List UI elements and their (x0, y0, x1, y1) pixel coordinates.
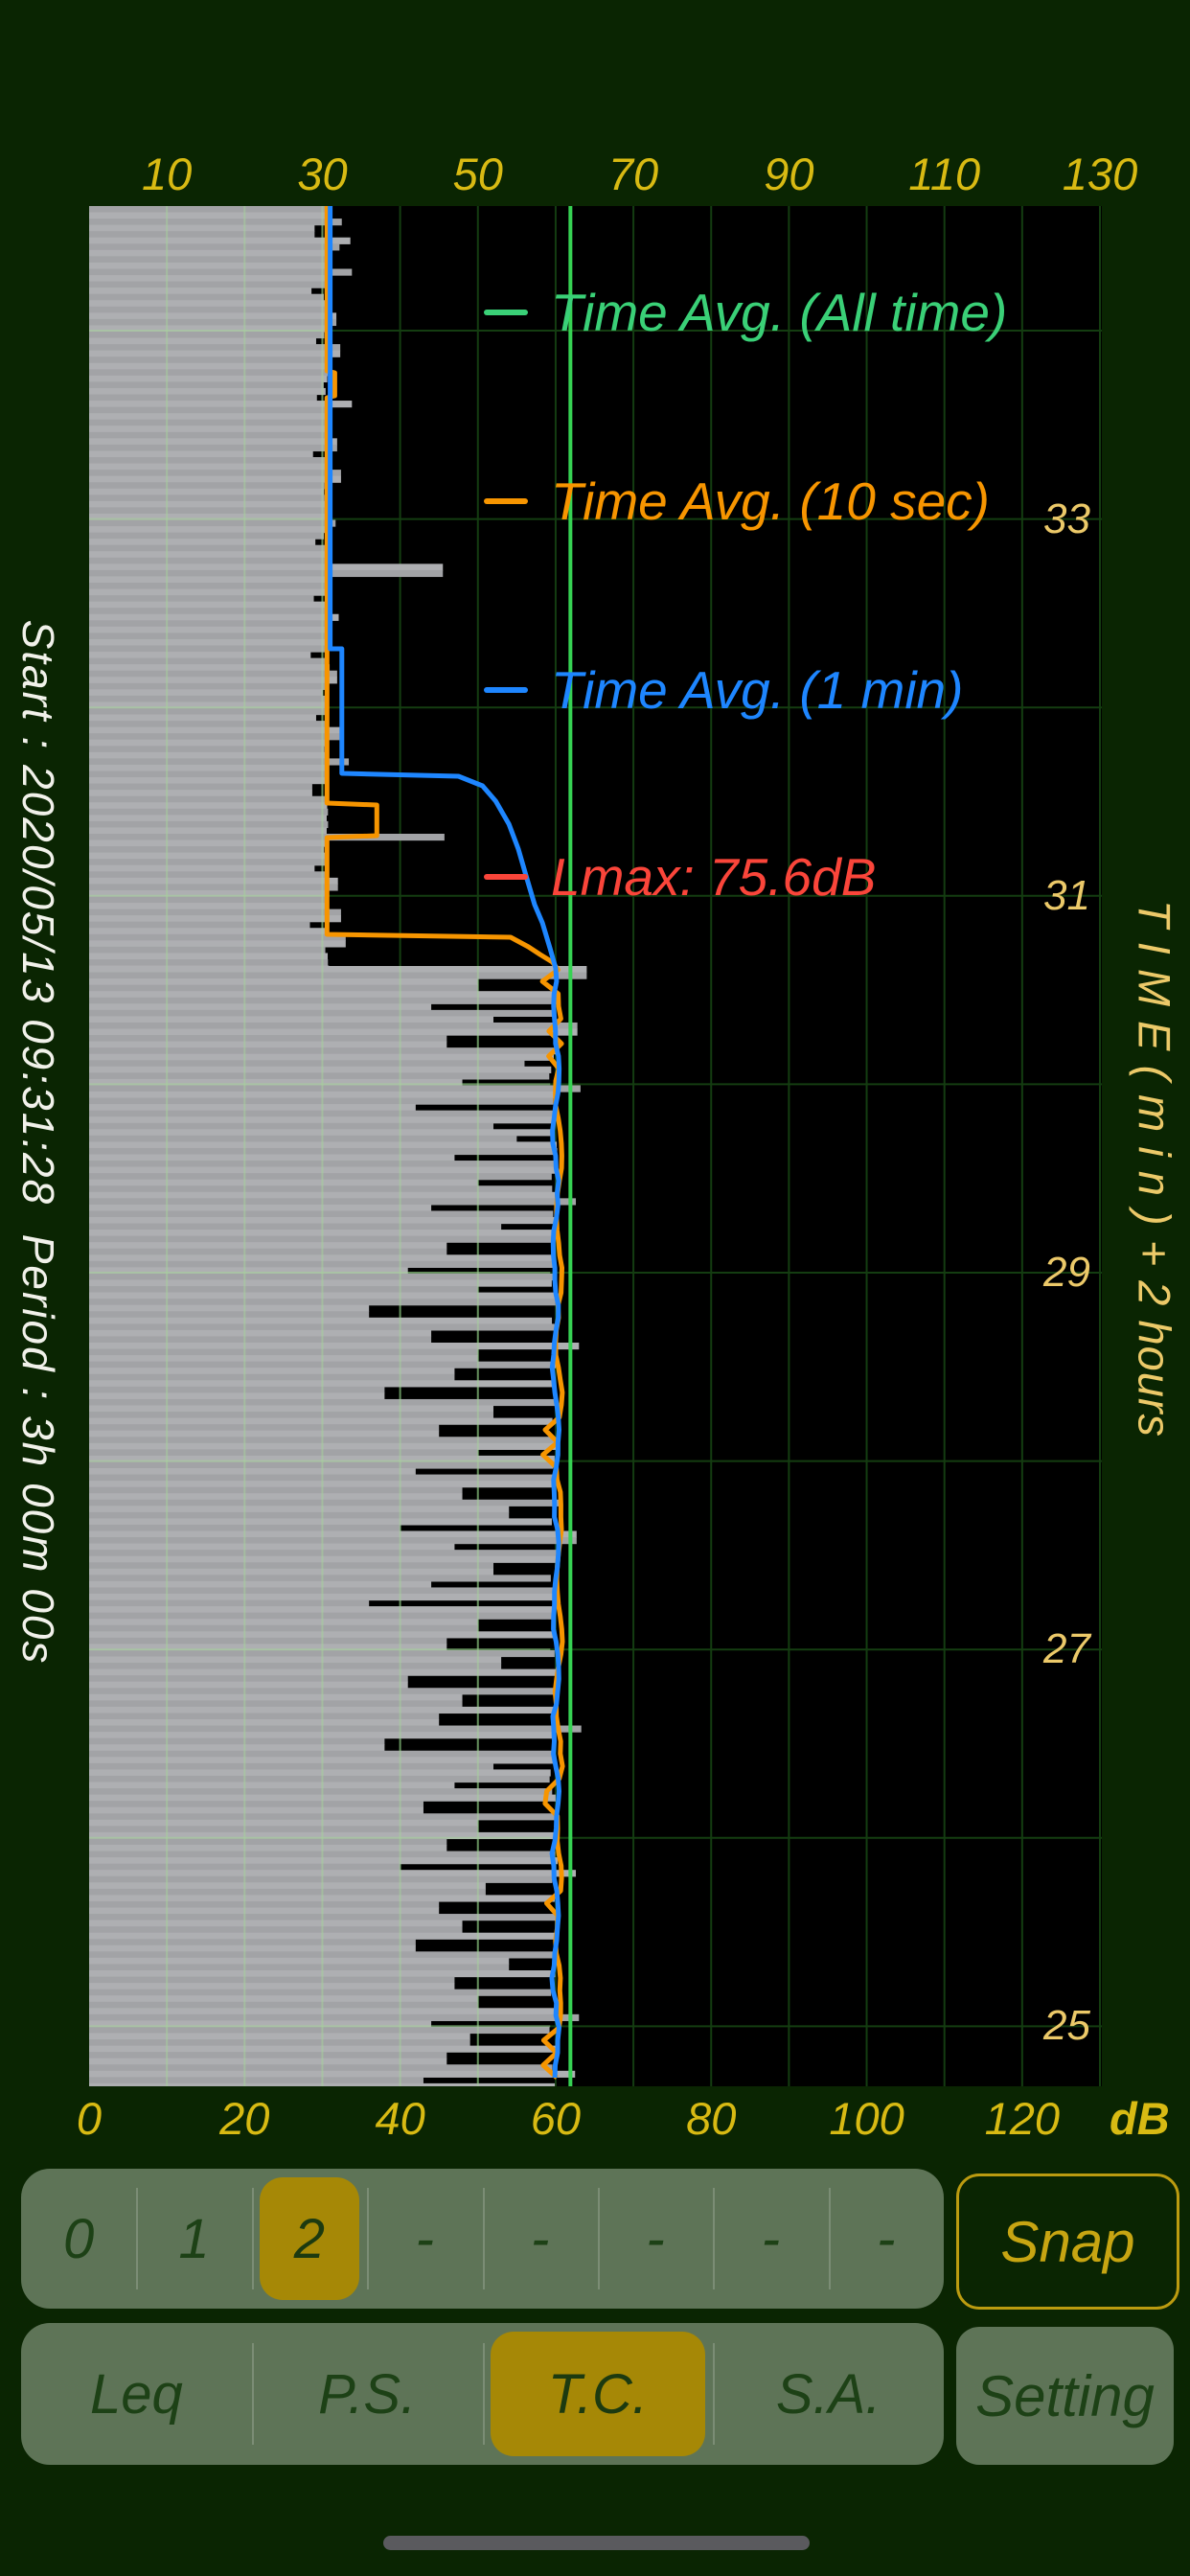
db-tick-bottom: 100 (829, 2093, 904, 2144)
db-tick-top: 130 (1062, 149, 1138, 199)
setting-button[interactable]: Setting (956, 2327, 1174, 2465)
legend-swatch-10sec (484, 498, 528, 504)
snap-button[interactable]: Snap (956, 2174, 1179, 2310)
memory-slot-selected-tab[interactable]: 2 (259, 2177, 360, 2300)
segment-label: - (531, 2207, 550, 2270)
time-tick: 27 (1043, 1625, 1090, 1673)
segment-divider (597, 2188, 600, 2289)
segment-label: Leq (89, 2362, 183, 2426)
segment-label: 0 (63, 2207, 95, 2270)
segment-divider (251, 2342, 254, 2446)
segment-divider (713, 2188, 716, 2289)
level-time-chart[interactable] (89, 206, 1102, 2086)
db-tick-top: 30 (297, 149, 348, 199)
time-tick: 31 (1043, 871, 1090, 919)
db-tick-bottom: 80 (686, 2093, 737, 2144)
memory-slot-slot5[interactable]: - (597, 2169, 713, 2309)
memory-slot-slot3[interactable]: - (367, 2169, 482, 2309)
segment-divider (367, 2188, 370, 2289)
db-tick-top: 70 (607, 149, 659, 199)
legend-swatch-alltime (484, 310, 528, 315)
memory-slot-1[interactable]: 1 (136, 2169, 251, 2309)
segment-divider (482, 2188, 485, 2289)
segment-divider (828, 2188, 831, 2289)
db-unit-label: dB (1110, 2093, 1170, 2144)
legend-item-alltime: Time Avg. (All time) (484, 284, 1007, 341)
time-tick: 25 (1043, 2002, 1090, 2050)
mode-segmented-control: Leq P.S. T.C. S.A. (21, 2323, 944, 2465)
mode-tab-leq[interactable]: Leq (21, 2323, 252, 2465)
db-tick-bottom: 40 (375, 2093, 425, 2144)
segment-divider (713, 2342, 716, 2446)
grid-light (89, 206, 324, 966)
legend-item-10sec: Time Avg. (10 sec) (484, 472, 990, 530)
memory-slot-0[interactable]: 0 (21, 2169, 136, 2309)
legend-swatch-1min (484, 687, 528, 693)
segment-label: - (761, 2207, 781, 2270)
db-tick-bottom: 20 (219, 2093, 270, 2144)
db-tick-top: 10 (142, 149, 193, 199)
avg-1min-line (328, 206, 562, 2079)
segment-label: - (646, 2207, 665, 2270)
time-axis-title: T I M E ( m i n ) + 2 hours (1129, 899, 1180, 1438)
legend-item-1min: Time Avg. (1 min) (484, 661, 963, 719)
db-tick-top: 110 (908, 149, 981, 199)
legend-item-lmax: Lmax: 75.6dB (484, 848, 876, 906)
db-tick-bottom: 120 (984, 2093, 1061, 2144)
segment-divider (251, 2188, 254, 2289)
mode-tab-sa[interactable]: S.A. (713, 2323, 944, 2465)
memory-slot-slot6[interactable]: - (713, 2169, 828, 2309)
legend-label: Time Avg. (All time) (551, 283, 1008, 342)
legend-label: Time Avg. (10 sec) (551, 472, 990, 531)
mode-tab-selected-tab[interactable]: T.C. (490, 2332, 706, 2456)
segment-label: S.A. (775, 2362, 881, 2426)
mode-tab-ps[interactable]: P.S. (251, 2323, 483, 2465)
db-tick-bottom: 60 (530, 2093, 582, 2144)
time-tick: 29 (1043, 1249, 1090, 1296)
segment-label: P.S. (318, 2362, 417, 2426)
legend-label: Lmax: 75.6dB (551, 847, 877, 907)
memory-slot-slot4[interactable]: - (482, 2169, 598, 2309)
memory-slot-segmented-control: 012----- (21, 2169, 944, 2309)
memory-slot-2[interactable]: 2 (251, 2169, 367, 2309)
time-tick: 33 (1043, 494, 1090, 542)
segment-label: 1 (178, 2207, 210, 2270)
db-tick-top: 50 (452, 149, 503, 199)
db-tick-top: 90 (764, 149, 814, 199)
memory-slot-slot7[interactable]: - (828, 2169, 944, 2309)
db-tick-bottom: 0 (76, 2093, 103, 2144)
segment-label: - (877, 2207, 896, 2270)
legend-swatch-lmax (484, 874, 528, 880)
grid-light (89, 966, 551, 2086)
home-indicator[interactable] (383, 2536, 810, 2550)
segment-divider (136, 2188, 139, 2289)
avg-10sec-line (324, 206, 565, 2080)
mode-tab-tc[interactable]: T.C. (482, 2323, 714, 2465)
start-period-label: Start : 2020/05/13 09:31:28 Period : 3h … (13, 619, 63, 1666)
legend-label: Time Avg. (1 min) (551, 660, 964, 720)
segment-divider (482, 2342, 485, 2446)
segment-label: - (415, 2207, 434, 2270)
